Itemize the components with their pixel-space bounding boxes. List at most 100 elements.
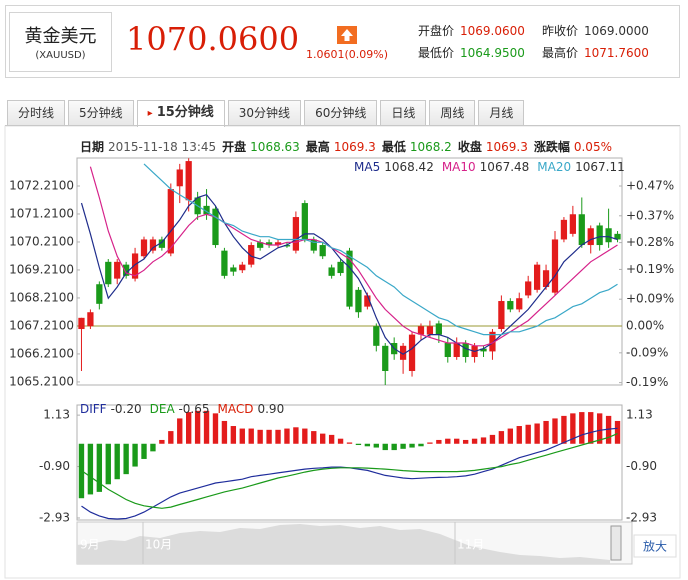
candle-body <box>167 189 174 254</box>
candle-body <box>596 225 603 246</box>
tab[interactable]: 分时线 <box>7 100 66 125</box>
macd-bar <box>516 426 522 444</box>
candle-body <box>578 214 585 246</box>
ma-line <box>143 163 618 336</box>
stat: 最高价 1071.7600 <box>542 44 649 61</box>
tab[interactable]: 5分钟线 <box>68 100 134 125</box>
candle-body <box>542 270 550 288</box>
macd-bar <box>445 438 451 444</box>
y2-tick-label: +0.19% <box>626 262 674 276</box>
candle-body <box>462 343 469 358</box>
candle-body <box>551 239 559 293</box>
y2-tick-label: +0.47% <box>626 179 674 193</box>
macd-bar <box>462 439 469 444</box>
legend-name: MACD <box>218 402 254 416</box>
candle-body <box>525 281 532 296</box>
name-box: 黄金美元 (XAUUSD) <box>9 12 112 72</box>
y-tick-label: 1070.2100 <box>9 234 74 248</box>
info-label: 开盘 <box>222 139 246 154</box>
zoom-button[interactable] <box>633 534 677 558</box>
macd-bar <box>614 420 621 444</box>
macd-bar <box>543 420 549 444</box>
macd-bar <box>132 443 138 467</box>
tab[interactable]: 日线 <box>380 100 427 125</box>
candle-body <box>408 334 416 372</box>
macd-bar <box>534 423 540 444</box>
candle-body <box>96 284 103 304</box>
candle-body <box>185 161 192 201</box>
y-tick-label-right: -2.93 <box>626 510 657 524</box>
last-price: 1070.0600 <box>126 20 300 58</box>
tab[interactable]: 60分钟线 <box>304 100 378 125</box>
macd-bar <box>480 437 487 444</box>
macd-bar <box>302 428 308 444</box>
candle-body <box>337 261 344 274</box>
candle-body <box>587 228 594 246</box>
candle-body <box>230 267 237 272</box>
candle-body <box>123 264 130 276</box>
tab[interactable]: 30分钟线 <box>227 100 302 125</box>
macd-bar <box>257 429 263 444</box>
macd-bar <box>436 439 442 444</box>
candle-body <box>239 264 246 271</box>
stat: 最低价 1064.9500 <box>418 44 525 61</box>
ma-line <box>80 194 618 355</box>
timeline: 放大 <box>76 521 677 565</box>
candle-body <box>203 205 210 215</box>
candle-body <box>212 208 219 246</box>
tab[interactable]: 15分钟线 <box>136 100 225 127</box>
macd-bar <box>355 443 362 446</box>
zoom-button-label[interactable]: 放大 <box>643 539 667 554</box>
macd-bar <box>588 412 594 444</box>
timeline-area <box>77 524 610 564</box>
arrow-shape <box>341 29 353 41</box>
candle-body <box>149 239 157 251</box>
macd-bar <box>346 442 353 444</box>
candle-body <box>131 253 139 279</box>
info-value: 1069.3 <box>486 140 528 154</box>
legend-value: -0.20 <box>111 402 142 416</box>
scroll-handle[interactable] <box>610 525 622 561</box>
candle-body <box>560 219 568 240</box>
info-value: 1068.63 <box>250 140 300 154</box>
instrument-name: 黄金美元 <box>24 26 97 47</box>
stat-label: 最高价 <box>542 46 579 60</box>
macd-bar <box>177 418 183 444</box>
y2-tick-label: +0.28% <box>626 235 674 249</box>
macd-bar <box>150 443 156 452</box>
info-row: 日期 2015-11-18 13:45 开盘 1068.63 最高 1069.3 最低 106… <box>80 139 612 154</box>
macd-bar <box>266 429 272 444</box>
macd-bar <box>382 443 388 451</box>
tab[interactable]: 周线 <box>429 100 476 125</box>
macd-bar <box>203 410 210 444</box>
legend-value: 1067.48 <box>480 160 530 174</box>
macd-bar <box>561 415 567 444</box>
info-label: 最低 <box>382 139 406 154</box>
macd-bar <box>454 438 460 444</box>
info-value: 1069.3 <box>334 140 376 154</box>
candle-body <box>480 348 487 352</box>
info-label: 最高 <box>306 139 330 154</box>
candle-body <box>435 323 442 335</box>
stat-label: 昨收价 <box>542 24 579 38</box>
y-tick-label: 1065.2100 <box>9 374 74 388</box>
macd-bar <box>221 420 228 444</box>
candle-body <box>105 261 112 285</box>
candle-body <box>382 345 389 372</box>
panel-border <box>4 125 681 579</box>
tab[interactable]: 月线 <box>478 100 525 125</box>
macd-bar <box>105 443 111 485</box>
candle-body <box>328 267 335 276</box>
macd-line <box>81 433 618 509</box>
macd-bar <box>239 428 245 444</box>
candle-body <box>87 312 94 327</box>
candle-body <box>274 242 282 246</box>
candle-body <box>373 326 380 346</box>
macd-bar <box>498 431 505 444</box>
timeline-label: 9月 <box>80 538 100 552</box>
legend-value: 0.90 <box>257 402 284 416</box>
macd-bar <box>337 438 344 444</box>
macd-bar <box>284 428 290 444</box>
candle-body <box>221 250 228 276</box>
